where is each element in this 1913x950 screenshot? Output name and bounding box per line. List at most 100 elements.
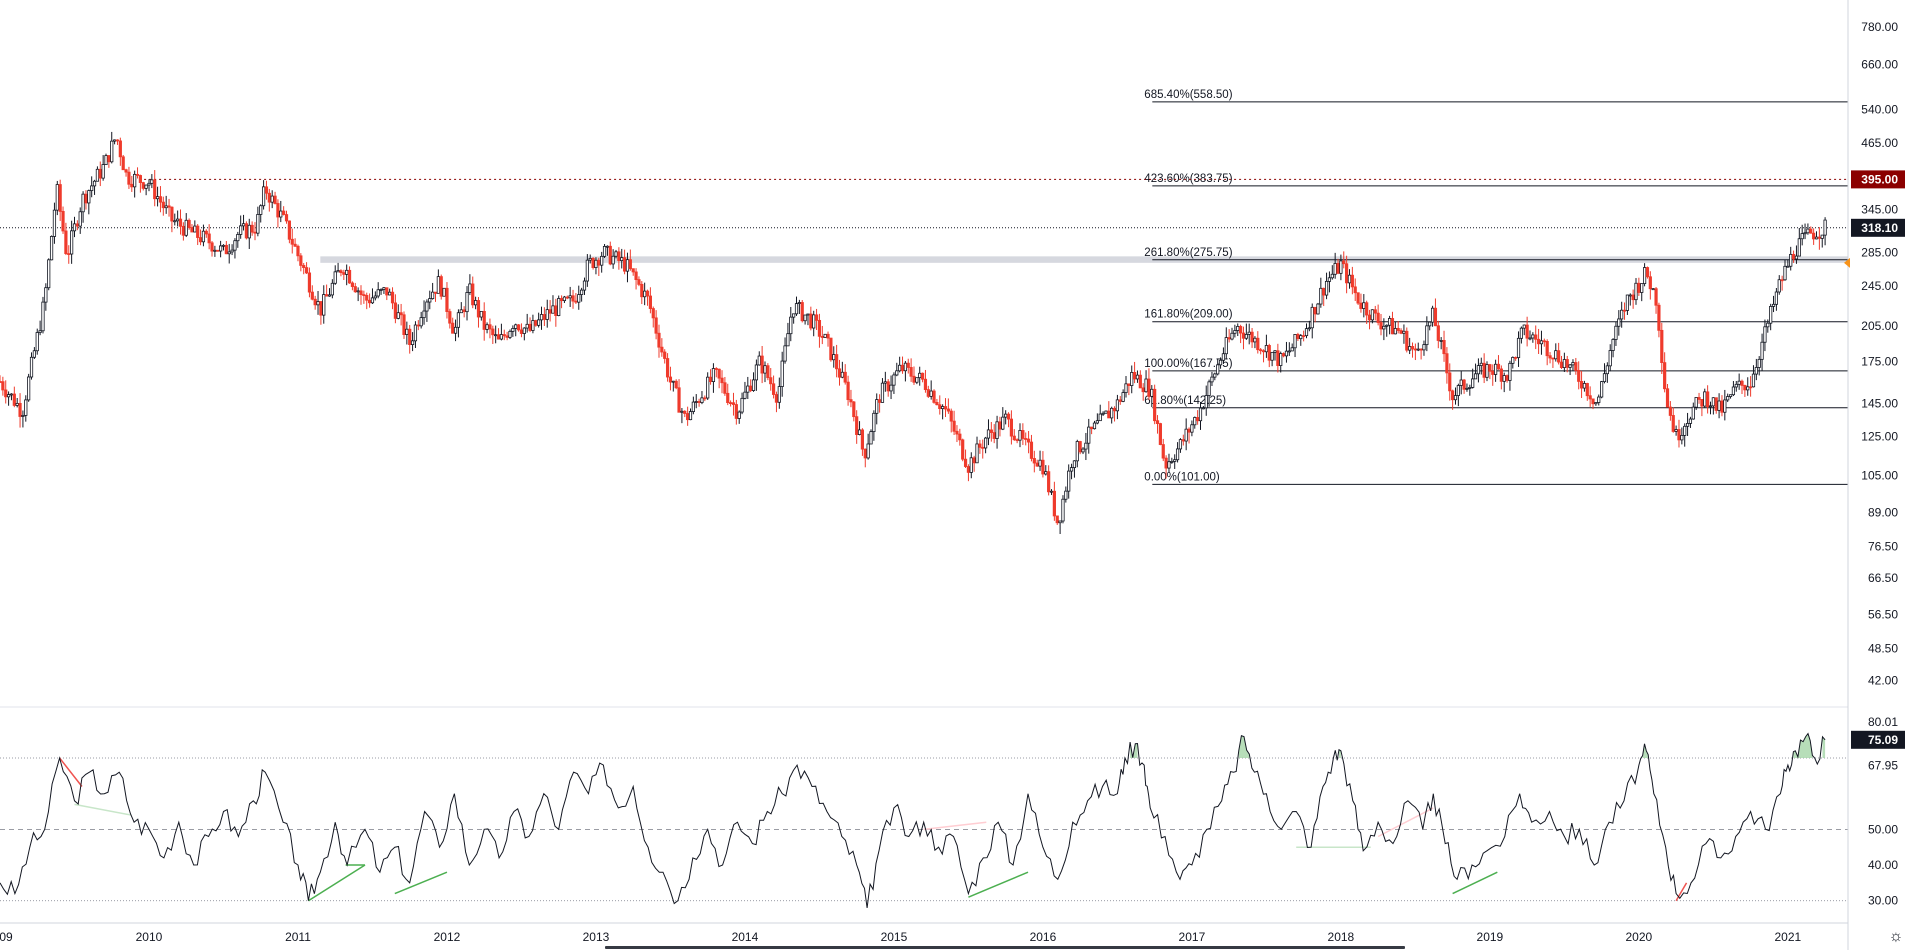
candle-body xyxy=(771,383,776,395)
candle-body xyxy=(1542,340,1546,343)
candle-body xyxy=(1628,294,1632,297)
candle-body xyxy=(1069,467,1074,472)
candle-body xyxy=(949,410,953,422)
candle-body xyxy=(1611,339,1615,351)
candle-body xyxy=(969,457,973,473)
candle-body xyxy=(943,406,948,410)
fib-level-label: 100.00%(167.75) xyxy=(1144,358,1232,370)
candle-body xyxy=(1817,236,1821,239)
candle-body xyxy=(1674,429,1678,432)
candle-body xyxy=(726,392,730,403)
candle-body xyxy=(697,401,701,403)
candle-body xyxy=(1559,361,1564,368)
candle-body xyxy=(405,328,409,335)
time-tick-label: 2020 xyxy=(1626,930,1653,944)
candle-body xyxy=(1267,345,1271,361)
candle-body xyxy=(1193,417,1197,426)
candle-body xyxy=(1740,380,1744,386)
price-scale[interactable]: 780.00 660.00 540.00 465.00 345.00 285.00 245.… xyxy=(1844,0,1905,950)
candle-body xyxy=(1170,461,1174,463)
candle-body xyxy=(1494,363,1498,375)
candle-body xyxy=(410,340,415,346)
svg-text:75.09: 75.09 xyxy=(1868,733,1898,747)
candle-body xyxy=(1539,340,1544,345)
candle-body xyxy=(1640,283,1644,293)
candle-body xyxy=(1259,349,1263,352)
time-scale[interactable]: 09 2010 2011 2012 2013 2014 2015 2016 2017 2018 20… xyxy=(0,922,1848,949)
candle-body xyxy=(1588,395,1592,400)
candle-body xyxy=(138,175,142,183)
candle-body xyxy=(766,365,770,379)
candle-body xyxy=(267,192,271,203)
candle-body xyxy=(769,377,773,385)
candle-body xyxy=(190,227,194,233)
candle-body xyxy=(1436,325,1440,341)
candle-body xyxy=(425,301,429,312)
candle-body xyxy=(368,299,372,304)
alert-marker-icon[interactable] xyxy=(1844,257,1850,268)
candle-body xyxy=(170,206,174,222)
price-pane[interactable]: 685.40%(558.50) 423.60%(383.75) 261.80%(27… xyxy=(0,89,1849,534)
candle-body xyxy=(711,368,716,383)
candle-body xyxy=(1247,331,1251,335)
candle-body xyxy=(1130,372,1134,386)
candle-body xyxy=(1044,471,1048,475)
oscillator-value-badge[interactable]: 75.09 xyxy=(1851,730,1905,749)
candle-body xyxy=(1004,413,1008,418)
price-tick-label: 540.00 xyxy=(1861,102,1898,116)
alert-price-badge[interactable]: 395.00 xyxy=(1851,170,1905,189)
candle-body xyxy=(1671,415,1675,432)
candle-body xyxy=(814,314,819,321)
candle-body xyxy=(471,283,475,306)
candle-body xyxy=(631,268,635,273)
candle-body xyxy=(41,301,45,332)
candle-body xyxy=(1622,309,1627,312)
divergence-line xyxy=(308,864,366,902)
oscillator-pane[interactable] xyxy=(0,732,1848,908)
candle-body xyxy=(634,271,638,281)
candle-body xyxy=(442,287,446,297)
candle-body xyxy=(1339,260,1343,274)
candle-body xyxy=(645,290,650,297)
candle-body xyxy=(1001,416,1005,430)
fibonacci-extension[interactable]: 685.40%(558.50) 423.60%(383.75) 261.80%(27… xyxy=(1144,89,1848,485)
candle-body xyxy=(1688,418,1693,424)
candle-body xyxy=(872,412,876,433)
candle-body xyxy=(448,311,452,324)
candle-body xyxy=(568,295,572,299)
candle-body xyxy=(1164,457,1168,469)
candle-body xyxy=(1806,228,1810,234)
candle-body xyxy=(1462,379,1466,390)
candle-body xyxy=(1760,341,1764,360)
candle-body xyxy=(1155,420,1160,424)
gear-icon[interactable]: ☼ xyxy=(1888,928,1904,945)
candle-body xyxy=(577,294,581,303)
candle-body xyxy=(1794,255,1799,260)
time-tick-label: 2012 xyxy=(434,930,461,944)
candle-body xyxy=(333,271,337,284)
candle-body xyxy=(1620,309,1624,320)
candle-body xyxy=(1201,407,1205,410)
candle-body xyxy=(966,466,971,473)
price-tick-label: 125.00 xyxy=(1861,430,1898,444)
candle-body xyxy=(1471,378,1475,388)
candle-body xyxy=(525,323,529,329)
candle-body xyxy=(1322,287,1326,296)
candle-body xyxy=(1519,327,1523,339)
last-price-badge[interactable]: 318.10 xyxy=(1851,218,1905,237)
candle-body xyxy=(198,237,203,243)
candle-body xyxy=(1350,274,1354,288)
candle-body xyxy=(1780,279,1784,282)
overbought-fill xyxy=(1822,736,1826,758)
candle-body xyxy=(534,320,538,326)
candle-body xyxy=(1600,381,1604,398)
candle-body xyxy=(906,362,910,368)
candle-body xyxy=(1749,386,1753,389)
candle-body xyxy=(1101,412,1105,415)
candle-body xyxy=(279,210,283,218)
candle-body xyxy=(1654,288,1658,306)
candle-body xyxy=(359,290,363,296)
oscillator-scale[interactable]: 80.01 67.95 50.00 40.00 30.00 75.09 xyxy=(1851,715,1905,908)
time-scrollbar[interactable] xyxy=(605,946,1405,949)
